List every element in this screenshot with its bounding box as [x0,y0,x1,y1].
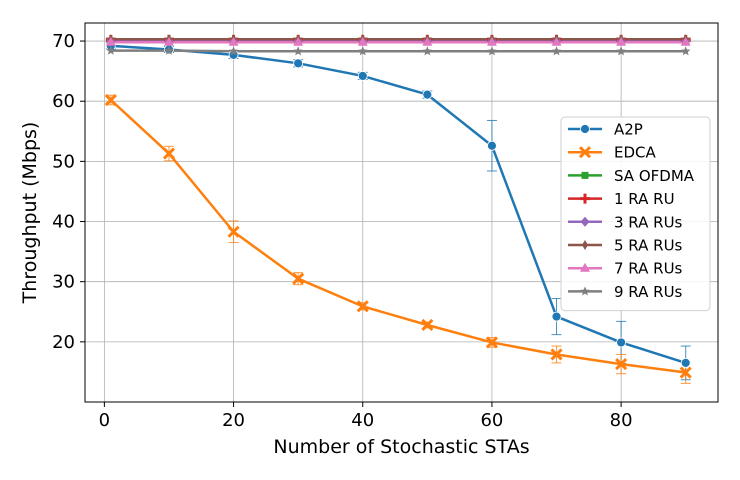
data-point-edca [550,348,563,361]
series-line-9-ra-rus [110,49,686,53]
data-point-9-ra-rus [422,46,433,56]
data-point-a2p [616,337,627,348]
x-tick-label: 0 [99,410,110,431]
data-point-edca [421,318,434,332]
y-tick-label: 60 [52,91,75,112]
axis-ticks: 0 20 40 60 80 20 30 40 50 60 70 [52,31,632,431]
data-point-a2p [680,357,691,368]
y-tick-label: 50 [52,151,75,172]
data-point-edca [292,272,305,285]
y-tick-label: 20 [52,332,75,353]
data-point-9-ra-rus [357,46,368,56]
x-tick-label: 20 [222,410,245,431]
series-line-edca [109,99,686,374]
data-point-7-ra-rus [228,36,239,46]
x-tick-label: 80 [610,410,633,431]
data-point-9-ra-rus [487,46,497,56]
data-point-9-ra-rus [228,46,239,56]
y-axis-label: Throughput (Mbps) [19,122,41,305]
legend-label-a2p: A2P [614,121,643,139]
legend-label-edca: EDCA [614,144,657,162]
legend-marker-7-ra-rus [580,262,590,272]
data-point-9-ra-rus [616,46,626,56]
data-point-7-ra-rus [357,36,368,46]
legend: A2P EDCA SA OFDMA 1 RA RU 3 RA RUs 5 RA RUs 7 … [560,116,711,312]
data-point-edca [104,93,117,107]
data-point-7-ra-rus [680,36,691,46]
series-markers [104,34,692,379]
data-point-edca [615,358,628,371]
legend-marker-5-ra-rus [582,240,588,250]
data-point-edca [227,225,240,238]
data-point-7-ra-rus [163,36,174,46]
data-point-a2p [293,58,304,69]
series-lines [109,37,687,374]
data-point-7-ra-rus [105,36,116,46]
plot-frame [84,22,719,403]
data-point-9-ra-rus [680,46,691,56]
legend-marker-1-ra-ru [580,193,590,204]
legend-label-3-ra-rus: 3 RA RUs [614,213,683,231]
data-point-edca [485,336,498,349]
data-point-7-ra-rus [422,36,433,46]
legend-label-sa-ofdma: SA OFDMA [614,167,695,185]
data-point-a2p [551,311,562,322]
data-point-9-ra-rus [293,46,303,56]
legend-marker-3-ra-rus [580,216,590,227]
y-tick-label: 30 [52,272,75,293]
data-point-7-ra-rus [486,36,497,46]
legend-label-7-ra-rus: 7 RA RUs [614,260,683,278]
y-tick-label: 40 [52,212,75,233]
data-point-7-ra-rus [551,36,562,46]
data-point-a2p [357,71,368,81]
x-tick-label: 60 [480,410,503,431]
legend-marker-sa-ofdma [581,171,589,179]
legend-marker-9-ra-rus [580,286,590,296]
data-point-edca [162,147,176,160]
y-tick-label: 70 [52,31,75,52]
data-point-9-ra-rus [106,45,116,55]
legend-label-9-ra-rus: 9 RA RUs [614,283,683,301]
legend-marker-a2p [580,124,590,134]
legend-marker-edca [578,146,592,159]
data-point-9-ra-rus [164,45,174,55]
data-point-edca [356,300,369,313]
data-point-7-ra-rus [616,36,627,46]
legend-label-1-ra-ru: 1 RA RU [614,190,675,208]
x-axis-label: Number of Stochastic STAs [273,436,529,458]
data-point-a2p [422,89,433,100]
data-point-7-ra-rus [293,36,304,46]
legend-box [560,116,711,312]
x-tick-label: 40 [351,410,374,431]
legend-label-5-ra-rus: 5 RA RUs [614,237,683,255]
data-point-edca [679,366,692,379]
data-point-a2p [487,140,497,151]
data-point-9-ra-rus [551,46,562,56]
